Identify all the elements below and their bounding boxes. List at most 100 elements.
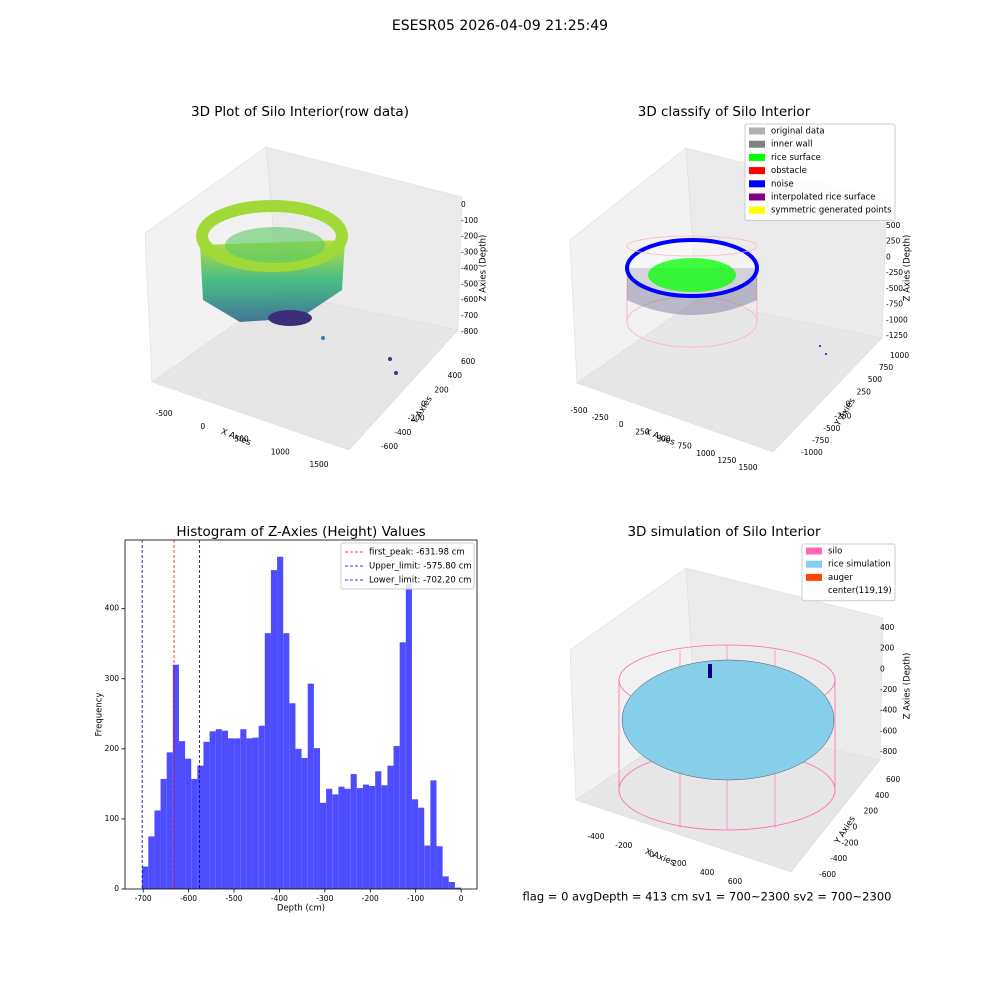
x-tick-label: 1500	[309, 460, 328, 469]
z-tick-label: 400	[880, 623, 895, 632]
x-tick-label: 400	[700, 868, 715, 877]
z-tick-label: -200	[461, 232, 478, 241]
y-tick-label: 600	[461, 357, 476, 366]
legend-swatch	[749, 193, 765, 201]
bar	[430, 780, 437, 889]
x-tick-label: 0	[619, 420, 624, 429]
bar	[369, 785, 376, 889]
z-tick-label: -300	[461, 248, 478, 257]
bar	[234, 738, 241, 889]
x-tick-label: -500	[156, 409, 173, 418]
point-cloud	[196, 200, 398, 375]
bar	[442, 876, 449, 889]
y-tick-label: 600	[886, 775, 901, 784]
y-tick-label: 500	[868, 375, 883, 384]
x-tick-label: 250	[635, 427, 650, 436]
y-tick-label: 400	[448, 371, 463, 380]
z-tick-label: 200	[880, 644, 895, 653]
y-tick-label: 1000	[890, 351, 909, 360]
legend-label: noise	[771, 179, 794, 189]
bar	[436, 846, 443, 889]
y-tick-label: -1000	[801, 448, 823, 457]
classified-points	[625, 235, 827, 355]
x-tick-label: -500	[225, 894, 242, 903]
subplot-title: 3D simulation of Silo Interior	[627, 524, 821, 540]
legend-label: rice surface	[771, 153, 821, 163]
bar	[448, 881, 455, 889]
legend-label: auger	[828, 573, 853, 583]
z-tick-label: 0	[461, 200, 466, 209]
z-tick-label: -200	[880, 685, 897, 694]
bar	[209, 731, 216, 889]
legend-swatch	[749, 206, 765, 214]
bar	[258, 725, 265, 889]
z-tick-label: -500	[461, 279, 478, 288]
x-tick-label: -300	[316, 894, 333, 903]
bar	[283, 633, 290, 889]
bar	[277, 556, 284, 889]
subplot-title: 3D classify of Silo Interior	[638, 104, 811, 120]
legend-swatch	[749, 140, 765, 148]
z-tick-label: -800	[461, 327, 478, 336]
x-tick-label: 1000	[696, 449, 715, 458]
x-tick-label: 600	[728, 877, 743, 886]
x-tick-label: -400	[587, 832, 604, 841]
bar	[307, 683, 314, 889]
y-tick-label: 0	[421, 400, 426, 409]
bar	[411, 799, 419, 889]
bar	[332, 794, 339, 889]
bar	[454, 887, 462, 889]
y-tick-label: 300	[105, 674, 120, 683]
y-tick-label: -400	[394, 428, 411, 437]
bar	[393, 746, 400, 889]
bar	[215, 729, 222, 889]
z-tick-label: 250	[886, 237, 901, 246]
bar	[221, 730, 229, 889]
bar	[166, 752, 173, 889]
figure-title: ESESR05 2026-04-09 21:25:49	[392, 18, 608, 34]
bar	[399, 642, 406, 889]
plot-frame	[124, 539, 478, 890]
silo-simulation	[618, 644, 836, 831]
bar	[356, 788, 363, 889]
y-tick-label: 750	[879, 363, 894, 372]
legend-label: silo	[828, 547, 842, 557]
y-tick-label: -250	[834, 412, 851, 421]
bar	[142, 866, 149, 889]
legend-label: rice simulation	[828, 560, 891, 570]
legend-swatch	[749, 127, 765, 135]
y-tick-label: 200	[864, 807, 879, 816]
legend-box	[801, 543, 896, 602]
bar	[295, 748, 302, 889]
legend-label: interpolated rice surface	[771, 193, 876, 203]
subplot-title: 3D Plot of Silo Interior(row data)	[191, 104, 409, 120]
y-tick-label: 200	[434, 385, 449, 394]
legend-swatch	[749, 153, 765, 161]
y-tick-label: -600	[381, 442, 398, 451]
legend-swatch	[749, 167, 765, 175]
bar	[228, 738, 235, 889]
bar	[252, 737, 259, 889]
bar	[344, 788, 351, 889]
z-tick-label: -600	[880, 726, 897, 735]
z-tick-label: -750	[886, 300, 903, 309]
y-tick-label: -200	[408, 414, 425, 423]
bar	[387, 765, 394, 889]
bar	[185, 758, 192, 889]
bar	[178, 741, 186, 889]
bar	[154, 810, 161, 889]
z-tick-label: 0	[886, 252, 891, 261]
z-tick-label: -400	[461, 263, 478, 272]
bar	[319, 802, 327, 889]
bar	[240, 729, 247, 889]
y-tick-label: -200	[841, 838, 858, 847]
legend-swatch	[806, 573, 822, 581]
bar	[191, 778, 198, 889]
y-axis-label: Frequency	[95, 693, 105, 737]
x-axis-label: X Axies	[643, 847, 676, 868]
x-tick-label: -400	[271, 894, 288, 903]
bar	[270, 570, 278, 889]
legend-label: obstacle	[771, 166, 807, 176]
z-tick-label: -400	[880, 706, 897, 715]
legend-box	[744, 123, 896, 221]
